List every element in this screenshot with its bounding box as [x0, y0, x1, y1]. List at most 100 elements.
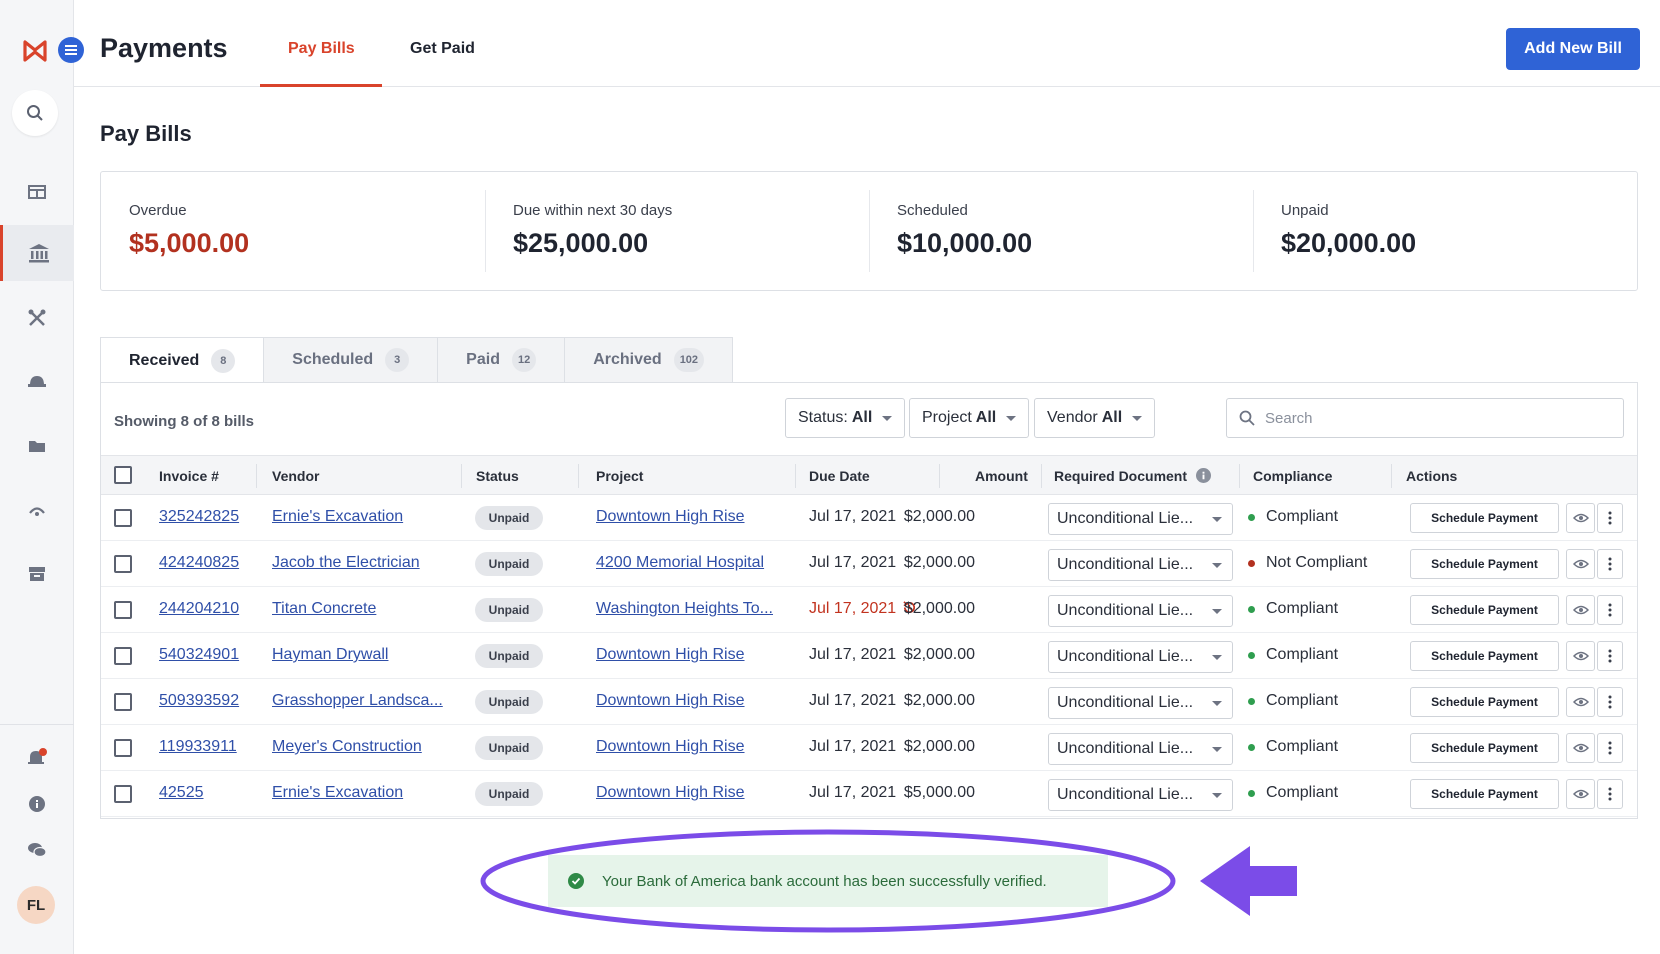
project-link[interactable]: Downtown High Rise — [596, 646, 745, 663]
sidebar-item-help[interactable] — [0, 776, 74, 832]
vendor-link[interactable]: Meyer's Construction — [272, 738, 422, 755]
required-document-select[interactable]: Unconditional Lie... — [1048, 549, 1233, 581]
sidebar-item-archive[interactable] — [0, 546, 74, 602]
sidebar-item-tools[interactable] — [0, 290, 74, 346]
summary-label: Unpaid — [1281, 202, 1329, 219]
row-checkbox[interactable] — [114, 509, 132, 527]
column-header[interactable]: Vendor — [272, 468, 320, 484]
invoice-link[interactable]: 42525 — [159, 784, 204, 801]
vendor-filter[interactable]: Vendor All — [1034, 398, 1156, 438]
more-actions-button[interactable] — [1597, 595, 1623, 625]
row-checkbox[interactable] — [114, 601, 132, 619]
column-header[interactable]: Status — [476, 468, 519, 484]
schedule-payment-button[interactable]: Schedule Payment — [1410, 549, 1559, 579]
schedule-payment-button[interactable]: Schedule Payment — [1410, 595, 1559, 625]
project-link[interactable]: Washington Heights To... — [596, 600, 773, 617]
success-toast: Your Bank of America bank account has be… — [548, 855, 1108, 907]
more-actions-button[interactable] — [1597, 549, 1623, 579]
select-all-checkbox[interactable] — [114, 466, 132, 484]
vendor-link[interactable]: Ernie's Excavation — [272, 508, 404, 525]
vendor-link[interactable]: Titan Concrete — [272, 600, 377, 617]
invoice-link[interactable]: 325242825 — [159, 508, 240, 525]
row-checkbox[interactable] — [114, 693, 132, 711]
more-actions-button[interactable] — [1597, 733, 1623, 763]
schedule-payment-button[interactable]: Schedule Payment — [1410, 503, 1559, 533]
vendor-link[interactable]: Grasshopper Landsca... — [272, 692, 443, 709]
sidebar-item-network[interactable] — [0, 482, 74, 538]
tab-archived[interactable]: Archived 102 — [564, 337, 734, 382]
sidebar-item-dashboard[interactable] — [0, 164, 74, 220]
column-header[interactable]: Compliance — [1253, 468, 1333, 484]
view-button[interactable] — [1566, 549, 1595, 579]
sidebar-item-payments[interactable] — [0, 225, 74, 281]
tab-get-paid[interactable]: Get Paid — [410, 40, 475, 57]
more-actions-button[interactable] — [1597, 503, 1623, 533]
view-button[interactable] — [1566, 641, 1595, 671]
more-actions-button[interactable] — [1597, 641, 1623, 671]
logo-icon[interactable] — [22, 38, 48, 64]
column-header[interactable]: Project — [596, 468, 644, 484]
required-document-select[interactable]: Unconditional Lie... — [1048, 503, 1233, 535]
schedule-payment-button[interactable]: Schedule Payment — [1410, 733, 1559, 763]
required-document-select[interactable]: Unconditional Lie... — [1048, 641, 1233, 673]
vendor-link[interactable]: Ernie's Excavation — [272, 784, 404, 801]
invoice-link[interactable]: 244204210 — [159, 600, 240, 617]
project-link[interactable]: Downtown High Rise — [596, 738, 745, 755]
project-link[interactable]: 4200 Memorial Hospital — [596, 554, 765, 571]
project-link[interactable]: Downtown High Rise — [596, 784, 745, 801]
required-document-select[interactable]: Unconditional Lie... — [1048, 687, 1233, 719]
invoice-link[interactable]: 119933911 — [159, 738, 237, 755]
add-new-bill-button[interactable]: Add New Bill — [1506, 28, 1640, 70]
invoice-link[interactable]: 540324901 — [159, 646, 240, 663]
chevron-down-icon — [1212, 654, 1222, 660]
view-button[interactable] — [1566, 687, 1595, 717]
table-row: 540324901 Hayman Drywall Unpaid Downtown Hi… — [101, 633, 1637, 679]
schedule-payment-button[interactable]: Schedule Payment — [1410, 779, 1559, 809]
more-vertical-icon — [1608, 603, 1612, 617]
required-document-select[interactable]: Unconditional Lie... — [1048, 779, 1233, 811]
column-header[interactable]: Required Document — [1054, 468, 1188, 484]
vendor-link[interactable]: Jacob the Electrician — [272, 554, 420, 571]
column-header[interactable]: Invoice # — [159, 468, 219, 484]
status-filter[interactable]: Status: All — [785, 398, 906, 438]
sidebar-item-chat[interactable] — [0, 822, 74, 878]
invoice-link[interactable]: 509393592 — [159, 692, 240, 709]
amount: $2,000.00 — [903, 600, 975, 617]
row-checkbox[interactable] — [114, 739, 132, 757]
row-checkbox[interactable] — [114, 555, 132, 573]
schedule-payment-button[interactable]: Schedule Payment — [1410, 687, 1559, 717]
view-button[interactable] — [1566, 503, 1595, 533]
required-document-select[interactable]: Unconditional Lie... — [1048, 733, 1233, 765]
project-link[interactable]: Downtown High Rise — [596, 692, 745, 709]
invoice-link[interactable]: 424240825 — [159, 554, 240, 571]
compliance-text: Compliant — [1266, 508, 1339, 525]
tab-received[interactable]: Received 8 — [100, 337, 265, 383]
row-checkbox[interactable] — [114, 647, 132, 665]
vendor-link[interactable]: Hayman Drywall — [272, 646, 389, 663]
sidebar-item-files[interactable] — [0, 418, 74, 474]
project-filter[interactable]: Project All — [909, 398, 1030, 438]
sidebar-item-notifications[interactable] — [0, 730, 74, 786]
view-button[interactable] — [1566, 779, 1595, 809]
tab-pay-bills[interactable]: Pay Bills — [288, 40, 355, 57]
tab-paid[interactable]: Paid 12 — [437, 337, 566, 382]
view-button[interactable] — [1566, 733, 1595, 763]
column-header[interactable]: Due Date — [809, 468, 870, 484]
search-input[interactable]: Search — [1226, 398, 1624, 438]
project-link[interactable]: Downtown High Rise — [596, 508, 745, 525]
schedule-payment-button[interactable]: Schedule Payment — [1410, 641, 1559, 671]
column-header[interactable]: Amount — [975, 468, 1028, 484]
app-menu-icon[interactable] — [58, 37, 84, 63]
count-badge: 12 — [511, 348, 537, 372]
more-actions-button[interactable] — [1597, 687, 1623, 717]
more-actions-button[interactable] — [1597, 779, 1623, 809]
helmet-icon — [28, 376, 46, 387]
avatar[interactable]: FL — [17, 886, 55, 924]
tab-scheduled[interactable]: Scheduled 3 — [263, 337, 439, 382]
info-icon[interactable] — [1196, 468, 1211, 483]
sidebar-item-projects[interactable] — [0, 353, 74, 409]
search-button[interactable] — [12, 90, 58, 136]
view-button[interactable] — [1566, 595, 1595, 625]
required-document-select[interactable]: Unconditional Lie... — [1048, 595, 1233, 627]
row-checkbox[interactable] — [114, 785, 132, 803]
